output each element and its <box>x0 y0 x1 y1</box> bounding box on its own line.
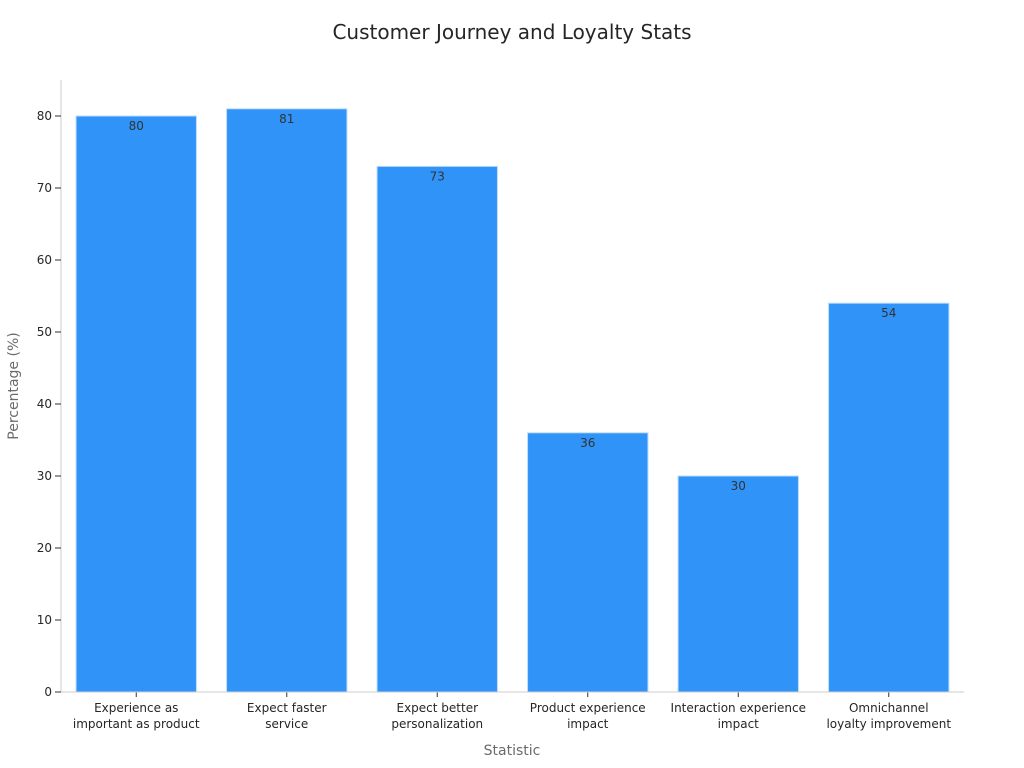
x-tick-label: Experience as <box>94 701 178 715</box>
bar-value-label: 30 <box>731 479 746 493</box>
bar-value-label: 36 <box>580 436 595 450</box>
y-tick-label: 80 <box>37 109 52 123</box>
x-tick-label: Expect better <box>396 701 478 715</box>
x-tick-label: important as product <box>73 717 200 731</box>
bar <box>527 432 649 693</box>
x-tick-label: impact <box>567 717 609 731</box>
y-axis-title: Percentage (%) <box>6 332 22 439</box>
bar <box>376 165 498 693</box>
x-tick-label: Expect faster <box>247 701 327 715</box>
y-tick-label: 20 <box>37 541 52 555</box>
x-tick-label: service <box>265 717 308 731</box>
y-tick-label: 10 <box>37 613 52 627</box>
x-tick-label: personalization <box>391 717 483 731</box>
bar-value-label: 81 <box>279 112 294 126</box>
y-tick-label: 70 <box>37 181 52 195</box>
bar <box>226 108 348 693</box>
chart-title: Customer Journey and Loyalty Stats <box>332 20 692 44</box>
bar <box>677 475 799 693</box>
bar-value-label: 73 <box>430 169 445 183</box>
axes-group: Experience as important as product Expect … <box>37 80 964 731</box>
y-tick-label: 60 <box>37 253 52 267</box>
bar-value-label: 54 <box>881 306 896 320</box>
x-tick-label: loyalty improvement <box>826 717 951 731</box>
x-tick-label: Product experience <box>530 701 646 715</box>
bar <box>75 115 197 693</box>
x-tick-label: Omnichannel <box>849 701 929 715</box>
x-tick-label: impact <box>718 717 760 731</box>
y-tick-label: 50 <box>37 325 52 339</box>
bar <box>828 302 950 693</box>
x-tick-label: Interaction experience <box>671 701 806 715</box>
y-tick-label: 40 <box>37 397 52 411</box>
bars-group: 80 81 73 36 30 54 <box>75 108 950 693</box>
x-axis-title: Statistic <box>484 743 541 759</box>
y-tick-label: 0 <box>44 685 52 699</box>
y-tick-label: 30 <box>37 469 52 483</box>
bar-value-label: 80 <box>129 119 144 133</box>
